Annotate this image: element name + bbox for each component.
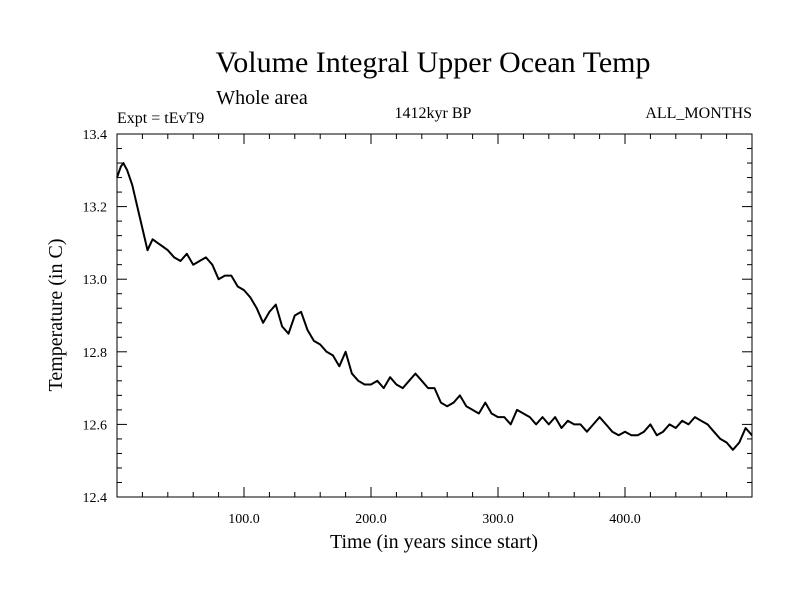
chart-title: Volume Integral Upper Ocean Temp	[216, 46, 651, 79]
y-tick-label: 13.4	[83, 128, 108, 143]
y-tick-label: 12.8	[83, 346, 108, 361]
months-label: ALL_MONTHS	[645, 105, 752, 122]
minor-ticks	[117, 134, 752, 497]
x-tick-labels: 100.0 200.0 300.0 400.0	[228, 512, 641, 527]
temperature-series-line	[116, 162, 753, 451]
y-tick-label: 12.6	[83, 418, 108, 433]
experiment-label: Expt = tEvT9	[117, 110, 204, 127]
y-tick-label: 13.2	[83, 201, 108, 216]
y-tick-labels: 12.4 12.6 12.8 13.0 13.2 13.4	[83, 128, 108, 506]
x-tick-label: 400.0	[609, 512, 641, 527]
major-ticks	[117, 134, 752, 497]
y-tick-label: 12.4	[83, 491, 108, 506]
y-tick-label: 13.0	[83, 273, 108, 288]
plot-frame	[116, 133, 753, 498]
plot-area: 100.0 200.0 300.0 400.0 12.4 12.6 12.8 13.0 13.…	[83, 128, 753, 527]
x-axis-label: Time (in years since start)	[330, 531, 538, 553]
chart-subtitle: Whole area	[216, 87, 308, 109]
x-tick-label: 100.0	[228, 512, 260, 527]
x-tick-label: 300.0	[482, 512, 514, 527]
x-tick-label: 200.0	[355, 512, 387, 527]
period-label: 1412kyr BP	[395, 105, 472, 122]
y-axis-label: Temperature (in C)	[45, 239, 67, 392]
